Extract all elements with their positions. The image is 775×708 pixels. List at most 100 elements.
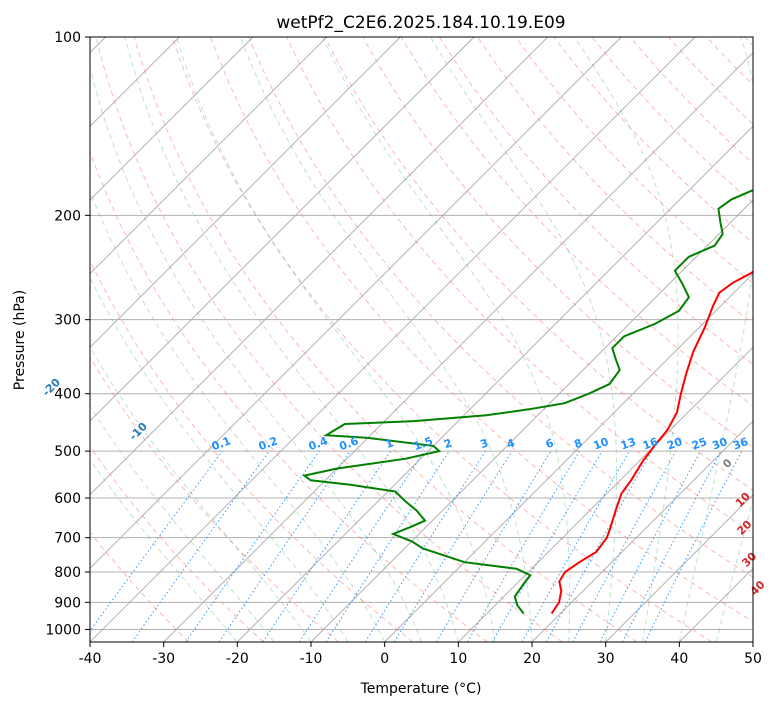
isotherm-line	[531, 420, 753, 642]
moist-adiabat-line	[715, 498, 753, 642]
moist-adiabat-line	[574, 37, 679, 642]
chart-title: wetPf2_C2E6.2025.184.10.19.E09	[276, 13, 565, 33]
dewpoint-profile-line	[301, 189, 753, 615]
dry-adiabat-label: -10	[127, 420, 150, 443]
mixing-ratio-line	[262, 450, 392, 642]
mixing-ratio-line	[364, 450, 486, 642]
mixing-ratio-label: 0.1	[210, 434, 233, 453]
dry-adiabat-line	[362, 37, 753, 449]
isotherm-line	[384, 273, 753, 642]
dry-adiabat-line	[400, 37, 753, 407]
mixing-ratio-line	[131, 450, 270, 642]
dry-adiabat-line	[90, 445, 264, 642]
isotherm-line	[90, 37, 696, 642]
moist-adiabat-line	[90, 345, 312, 642]
mixing-ratio-line	[90, 450, 223, 632]
mixing-ratio-label: 3	[478, 436, 490, 451]
mixing-ratio-label: 1	[384, 436, 396, 451]
mixing-ratio-label: 16	[641, 435, 660, 453]
mixing-ratio-label: 2	[442, 436, 454, 451]
moist-adiabat-label: 20	[734, 517, 754, 537]
x-tick-label: 30	[597, 651, 615, 667]
mixing-ratio-label: 8	[572, 436, 584, 451]
mixing-ratio-label: 0.4	[307, 434, 330, 453]
mixing-ratio-label: 4	[505, 436, 517, 451]
moist-adiabat-line	[322, 37, 571, 642]
moist-adiabat-line	[175, 37, 496, 642]
moist-adiabat-line	[430, 37, 617, 642]
isotherm-line	[237, 125, 753, 642]
mixing-ratio-label: 20	[665, 435, 684, 453]
y-tick-label: 100	[54, 30, 81, 46]
y-tick-label: 200	[54, 208, 81, 224]
dry-adiabat-line	[515, 37, 753, 284]
isotherm-line	[90, 37, 401, 348]
dry-adiabat-line	[133, 37, 638, 642]
moist-adiabat-label: 30	[739, 549, 759, 569]
moist-adiabat-label: 10	[733, 490, 753, 510]
y-axis-label: Pressure (hPa)	[12, 290, 28, 390]
mixing-ratio-label: 1.5	[412, 434, 435, 453]
dry-adiabat-line	[90, 531, 190, 642]
mixing-ratio-label: 30	[710, 435, 729, 453]
isotherm-line	[90, 37, 254, 201]
x-tick-label: -40	[79, 651, 102, 667]
y-tick-label: 500	[54, 444, 81, 460]
dry-adiabat-line	[248, 37, 753, 578]
moist-adiabat-line	[239, 37, 533, 642]
mixing-ratio-line	[393, 450, 513, 642]
y-tick-label: 400	[54, 387, 81, 403]
plot-frame	[89, 36, 754, 643]
moist-adiabat-line	[90, 65, 422, 642]
dry-adiabat-line	[668, 37, 753, 125]
dry-adiabat-line	[95, 37, 563, 642]
x-tick-label: 20	[523, 651, 541, 667]
moist-adiabat-line	[90, 189, 386, 642]
isotherm-line	[458, 346, 753, 642]
mixing-ratio-label: 10	[592, 435, 611, 453]
mixing-ratio-line	[185, 450, 320, 642]
x-tick-label: -30	[152, 651, 175, 667]
dry-adiabat-line	[90, 150, 488, 642]
isotherm-line	[752, 641, 753, 642]
dry-adiabat-line	[286, 37, 753, 534]
dry-adiabat-line	[324, 37, 753, 491]
y-tick-label: 800	[54, 565, 81, 581]
dry-adiabat-line	[210, 37, 753, 623]
x-tick-label: -10	[300, 651, 323, 667]
y-tick-label: 300	[54, 313, 81, 329]
isotherm-line	[90, 37, 548, 496]
dry-adiabat-line	[706, 37, 753, 86]
temperature-profile-line	[550, 270, 753, 615]
dry-adiabat-line	[438, 37, 753, 366]
moist-adiabat-line	[90, 276, 349, 642]
y-tick-label: 900	[54, 595, 81, 611]
moist-adiabat-line	[124, 37, 459, 642]
isotherm-line	[90, 37, 327, 275]
x-tick-label: -20	[226, 651, 249, 667]
moist-adiabat-line	[90, 405, 275, 642]
mixing-ratio-line	[218, 450, 351, 642]
y-tick-label: 1000	[45, 622, 81, 638]
x-tick-label: 0	[380, 651, 389, 667]
mixing-ratio-line	[298, 450, 425, 642]
dry-adiabat-line	[90, 259, 414, 642]
y-tick-label: 700	[54, 531, 81, 547]
x-tick-label: 50	[744, 651, 762, 667]
mixing-ratio-line	[572, 450, 677, 642]
mixing-ratio-label: 25	[690, 435, 709, 452]
mixing-ratio-line	[545, 450, 653, 642]
isotherm-line	[679, 567, 753, 642]
mixing-ratio-label: 13	[619, 435, 638, 452]
mixing-ratio-label: 6	[544, 436, 556, 451]
mixing-ratio-label: 0.6	[338, 434, 361, 453]
x-axis-label: Temperature (°C)	[360, 681, 482, 697]
mixing-ratio-line	[644, 450, 743, 642]
isotherm-line	[605, 494, 753, 642]
isotherm-line	[163, 52, 753, 642]
moist-adiabat-line	[90, 458, 238, 642]
moist-adiabat-label: 40	[748, 578, 768, 598]
mixing-ratio-line	[521, 450, 630, 642]
mixing-ratio-line	[435, 450, 552, 642]
